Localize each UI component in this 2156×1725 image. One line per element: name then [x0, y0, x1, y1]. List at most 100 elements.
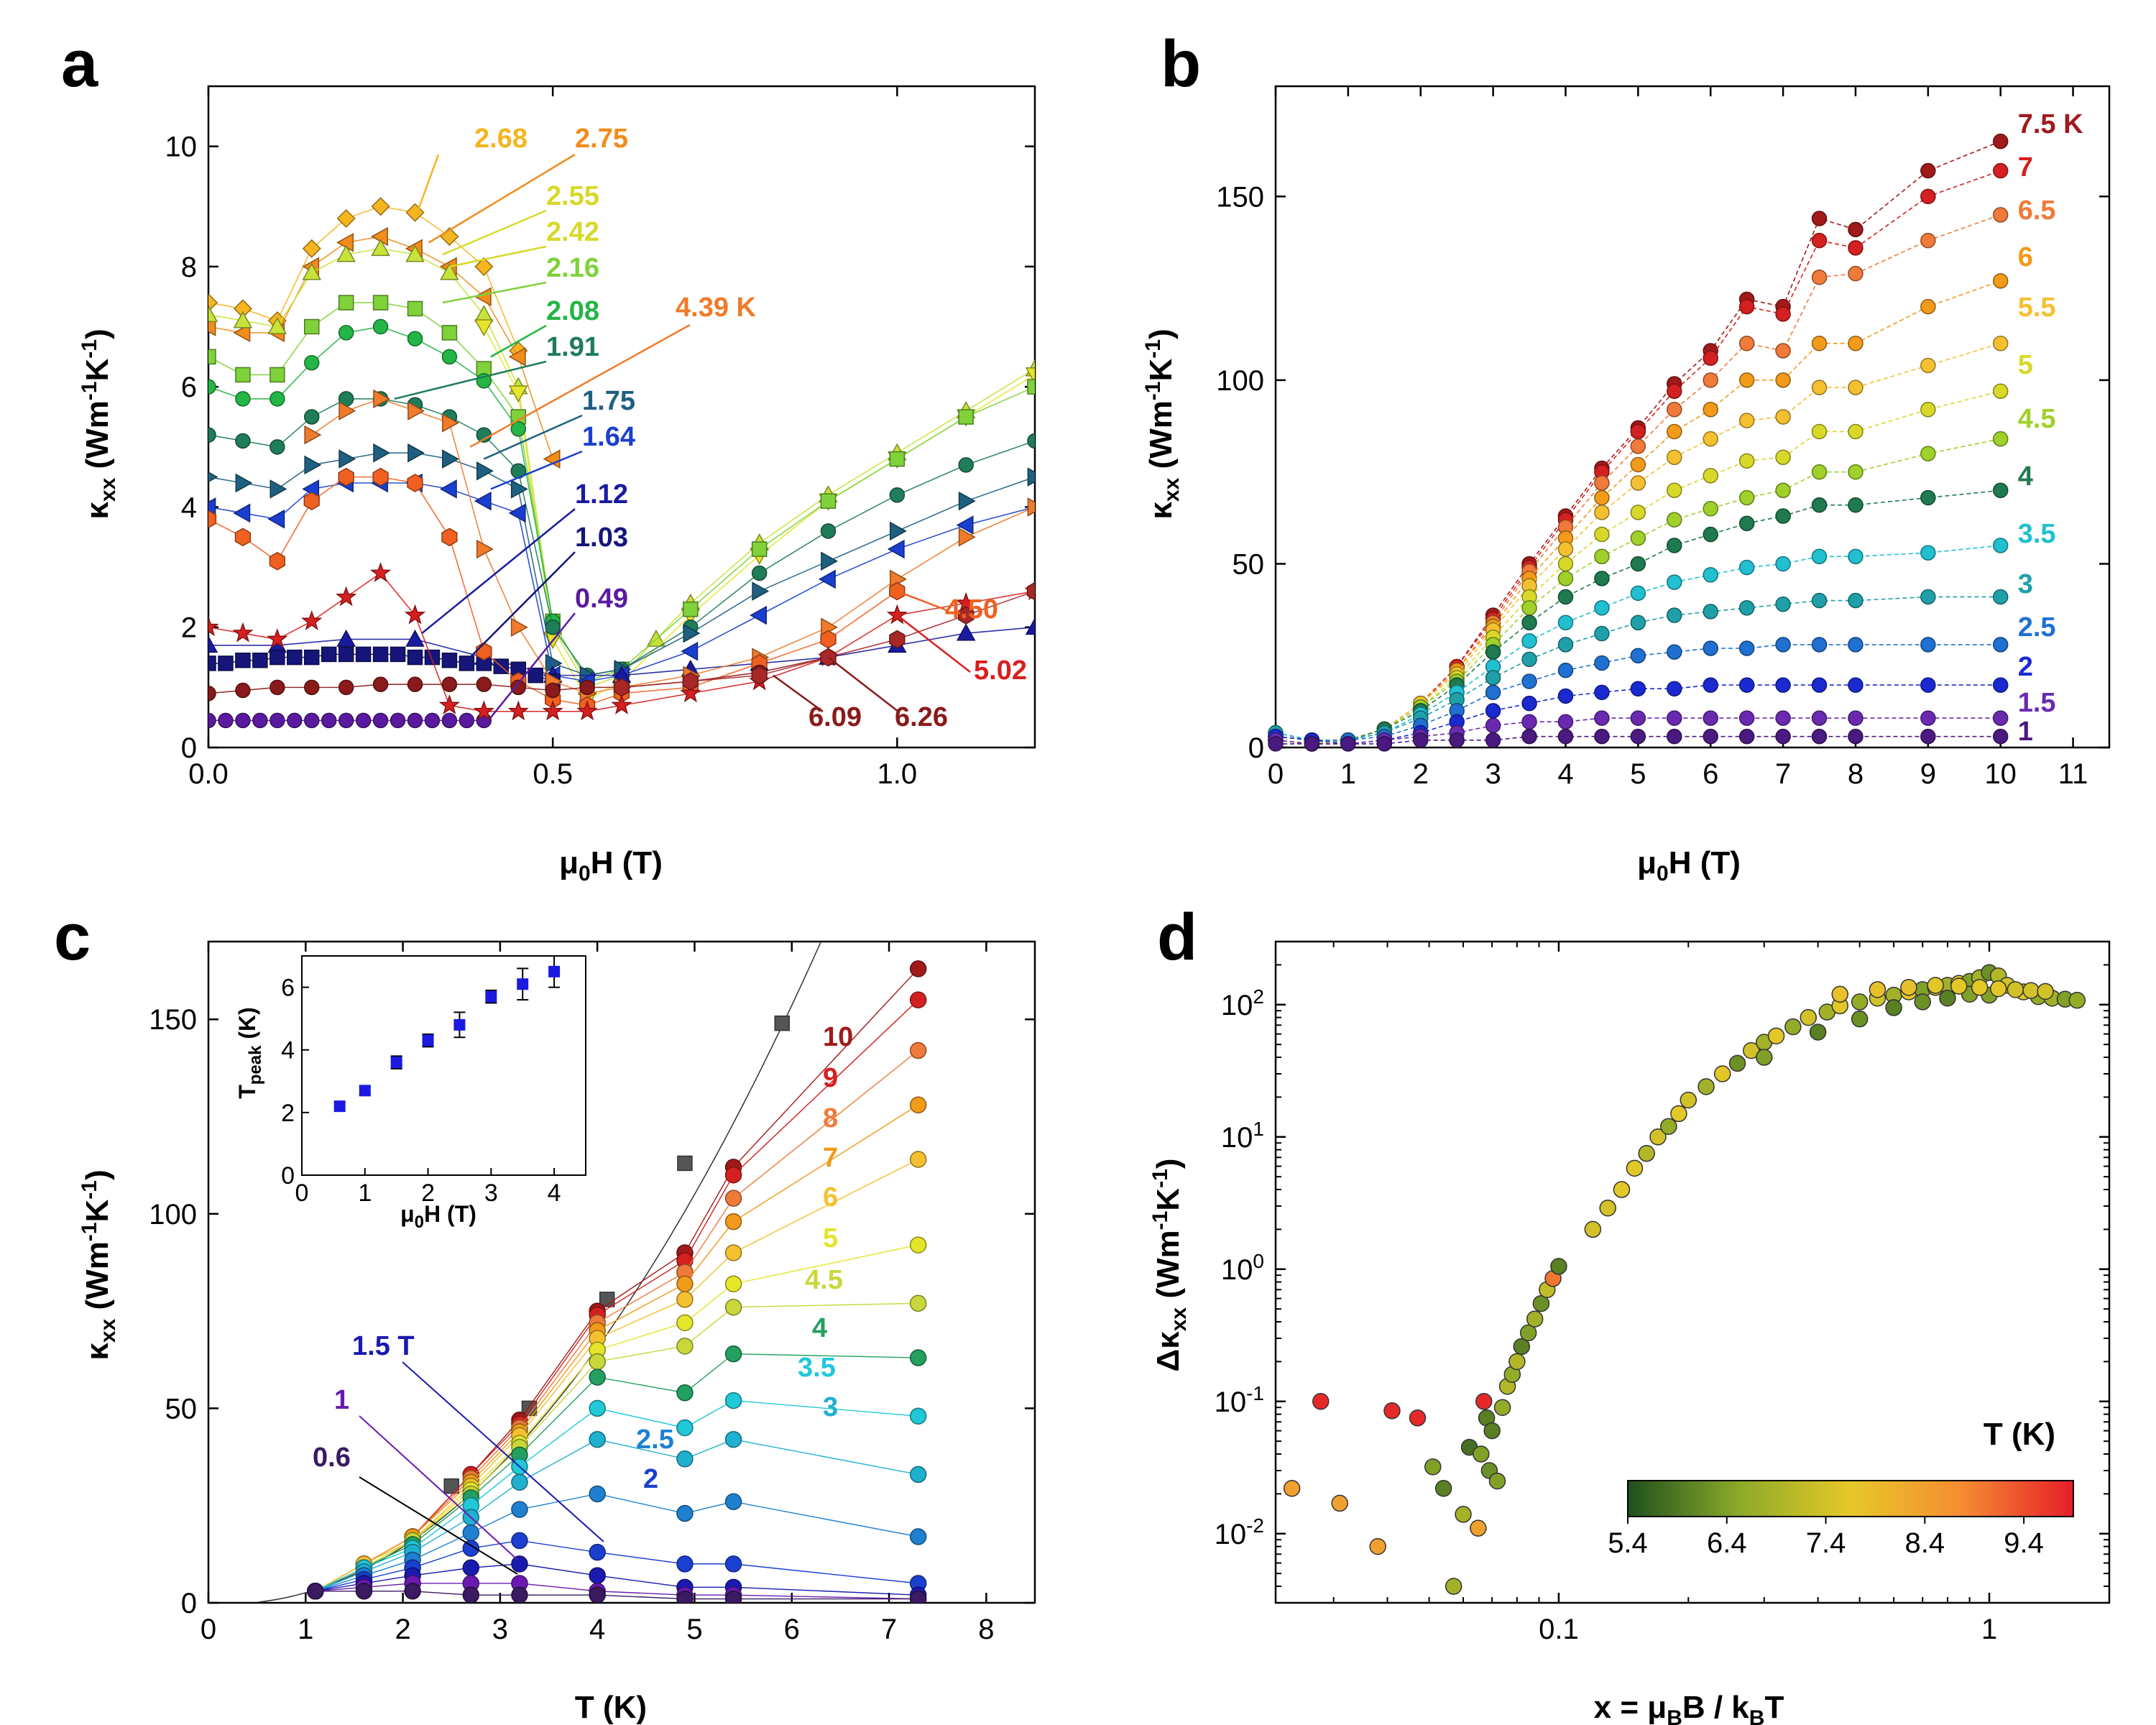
panel-a-point: [510, 679, 526, 696]
panel-b-point: [1738, 298, 1755, 315]
panel-a-point: [1027, 379, 1035, 395]
panel-c: 0 1 2 3 4 5 6 7 805010015010987654.543.532.521.5…: [78, 940, 1036, 1725]
inset-x-tick-label: 4: [548, 1179, 561, 1207]
panel-d-point: [1445, 1578, 1462, 1595]
panel-c-point: [909, 1096, 927, 1114]
panel-c-series: [307, 1392, 927, 1600]
panel-c-y-tick-label: 150: [149, 1004, 197, 1036]
panel-b-point: [1811, 710, 1828, 726]
panel-b-point: [1848, 637, 1864, 653]
panel-c-point: [676, 1338, 694, 1355]
panel-a-annotation: 1.64: [582, 422, 635, 452]
panel-a-point: [752, 581, 770, 601]
panel-a-point: [441, 712, 458, 729]
panel-b-point: [1703, 710, 1718, 726]
panel-a-point: [218, 712, 234, 729]
panel-c-annotation-leader: [359, 1415, 518, 1560]
panel-a-point: [287, 712, 303, 729]
panel-a-point: [543, 449, 561, 469]
panel-b-point: [1521, 615, 1537, 630]
panel-b-point: [1920, 232, 1936, 249]
inset-point: [453, 1018, 466, 1031]
panel-a-point: [424, 712, 441, 729]
panel-d-point: [1473, 1445, 1490, 1463]
panel-d-point: [1383, 1402, 1401, 1420]
panel-b-point: [1304, 736, 1320, 752]
panel-c-series-label: 5: [823, 1223, 838, 1254]
panel-a-point: [338, 712, 354, 729]
panel-b-point: [1992, 589, 2009, 605]
panel-d-point: [1800, 1008, 1818, 1026]
panel-a-point: [252, 712, 268, 729]
panel-a-point: [373, 389, 391, 409]
panel-a-series: [208, 239, 1035, 695]
panel-b-point: [1521, 714, 1537, 730]
panel-b-point: [1485, 732, 1501, 748]
panel-b-point: [1667, 710, 1682, 726]
panel-a-point: [390, 646, 406, 663]
panel-b-point: [1703, 604, 1718, 620]
panel-a-point: [407, 649, 423, 666]
panel-b-point: [1775, 728, 1791, 745]
panel-d-point: [1638, 1145, 1655, 1162]
panel-c-zero-field-point: [677, 1155, 693, 1172]
panel-b-point: [1667, 607, 1682, 623]
panel-c-series-label: 3: [823, 1392, 838, 1422]
panel-d-point: [1513, 1338, 1531, 1356]
panel-a-x-tick-label: 0.0: [188, 758, 229, 790]
panel-b-point: [1630, 556, 1646, 572]
panel-a-point: [304, 318, 320, 335]
inset-point: [390, 1057, 402, 1069]
panel-a-point: [818, 569, 836, 589]
panel-a-annotation-leader: [442, 281, 547, 304]
panel-b-point: [1920, 446, 1936, 461]
panel-a-series: [613, 581, 1035, 697]
panel-b-plot-area: 0 1 2 3 4 5 6 7 8 9 10 11 0 50 100 150 7.5 K 7 6.5 6 5.5 5 4.5…: [1216, 85, 2111, 790]
panel-b-point: [1848, 548, 1864, 564]
panel-d-point: [1475, 1393, 1493, 1410]
panel-a-point: [233, 503, 251, 523]
panel-a-point: [958, 491, 976, 511]
panel-a-annotation-leader: [469, 551, 576, 658]
panel-b-point: [1521, 633, 1537, 649]
panel-a-point: [681, 641, 699, 661]
panel-b-point: [1630, 505, 1646, 520]
panel-a-point: [208, 349, 216, 365]
panel-b-series-label: 2: [2018, 652, 2033, 682]
panel-b-series-label: 1.5: [2018, 688, 2056, 718]
panel-c-series: [307, 1532, 927, 1600]
panel-a-point: [407, 474, 423, 492]
panel-a-point: [542, 700, 563, 721]
inset-point: [517, 978, 529, 990]
panel-c-series-label: 10: [823, 1022, 853, 1052]
panel-c-series-label: 9: [823, 1063, 838, 1093]
panel-a-point: [371, 239, 390, 257]
inset-frame: [301, 955, 586, 1176]
panel-b-point: [1557, 662, 1574, 678]
panel-b-x-tick-label: 9: [1920, 758, 1936, 790]
panel-a-point: [1025, 367, 1035, 385]
panel-c-point: [589, 1368, 606, 1386]
panel-a-annotation: 0.49: [575, 584, 628, 614]
panel-b-point: [1811, 336, 1828, 351]
panel-b-point: [1848, 423, 1864, 440]
panel-b-x-tick-label: 0: [1268, 758, 1284, 790]
panel-b-point: [1811, 548, 1828, 564]
panel-d-points-group: [1283, 964, 2086, 1595]
panel-a-annotation-leader: [414, 154, 440, 219]
panel-b-point: [1848, 265, 1864, 282]
colorbar-title: T (K): [1984, 1417, 2055, 1452]
panel-b-series-label: 7: [2018, 152, 2033, 183]
panel-a-series-line: [208, 236, 553, 459]
panel-a-point: [1027, 497, 1035, 517]
panel-b-series-label: 4.5: [2018, 404, 2056, 434]
panel-a-point: [442, 413, 459, 433]
panel-b-point: [1811, 497, 1828, 513]
panel-a-point: [683, 601, 699, 617]
colorbar-tick-label: 5.4: [1608, 1527, 1648, 1559]
panel-d-point: [1869, 981, 1886, 998]
panel-c-point: [589, 1353, 606, 1371]
panel-b-point: [1557, 688, 1574, 704]
panel-a-y-tick-label: 6: [181, 372, 197, 403]
panel-b-point: [1811, 211, 1828, 226]
